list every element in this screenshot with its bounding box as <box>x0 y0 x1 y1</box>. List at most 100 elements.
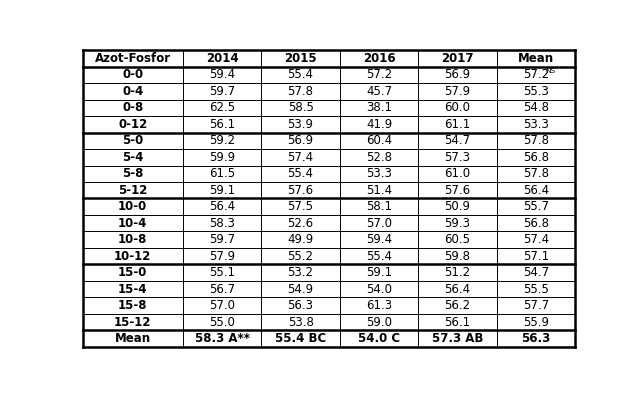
Text: 55.4: 55.4 <box>288 167 313 180</box>
Text: 59.4: 59.4 <box>209 68 235 81</box>
Text: 57.7: 57.7 <box>523 299 549 312</box>
Text: 57.9: 57.9 <box>209 250 235 263</box>
Text: 55.5: 55.5 <box>523 283 549 296</box>
Text: 61.0: 61.0 <box>444 167 471 180</box>
Text: 5-4: 5-4 <box>122 151 144 164</box>
Text: 59.3: 59.3 <box>444 217 471 230</box>
Text: 59.7: 59.7 <box>209 233 235 246</box>
Text: 55.1: 55.1 <box>209 266 235 279</box>
Text: 56.8: 56.8 <box>523 151 549 164</box>
Text: 53.2: 53.2 <box>288 266 313 279</box>
Text: 53.3: 53.3 <box>523 118 549 131</box>
Text: 54.7: 54.7 <box>444 134 471 147</box>
Text: 58.1: 58.1 <box>366 200 392 213</box>
Text: 2015: 2015 <box>284 52 317 65</box>
Text: 62.5: 62.5 <box>209 101 235 114</box>
Text: 0-4: 0-4 <box>122 85 143 98</box>
Text: 15-12: 15-12 <box>114 316 152 329</box>
Text: 41.9: 41.9 <box>366 118 392 131</box>
Text: 56.4: 56.4 <box>209 200 235 213</box>
Text: 54.0: 54.0 <box>366 283 392 296</box>
Text: 54.9: 54.9 <box>288 283 314 296</box>
Text: 57.2: 57.2 <box>523 68 549 81</box>
Text: 56.8: 56.8 <box>523 217 549 230</box>
Text: 57.4: 57.4 <box>523 233 549 246</box>
Text: Azot-Fosfor: Azot-Fosfor <box>95 52 171 65</box>
Text: 10-12: 10-12 <box>114 250 152 263</box>
Text: 58.5: 58.5 <box>288 101 313 114</box>
Text: 61.3: 61.3 <box>366 299 392 312</box>
Text: 57.6: 57.6 <box>288 184 314 197</box>
Text: 57.9: 57.9 <box>444 85 471 98</box>
Text: 58.3: 58.3 <box>209 217 235 230</box>
Text: 53.3: 53.3 <box>366 167 392 180</box>
Text: 2017: 2017 <box>441 52 474 65</box>
Text: 57.2: 57.2 <box>366 68 392 81</box>
Text: 57.3 AB: 57.3 AB <box>432 332 483 345</box>
Text: 56.4: 56.4 <box>523 184 549 197</box>
Text: 56.1: 56.1 <box>444 316 471 329</box>
Text: 55.3: 55.3 <box>523 85 549 98</box>
Text: 53.9: 53.9 <box>288 118 313 131</box>
Text: NS: NS <box>545 68 555 74</box>
Text: 0-0: 0-0 <box>122 68 143 81</box>
Text: 5-8: 5-8 <box>122 167 144 180</box>
Text: 55.2: 55.2 <box>288 250 313 263</box>
Text: 54.7: 54.7 <box>523 266 549 279</box>
Text: 56.4: 56.4 <box>444 283 471 296</box>
Text: 50.9: 50.9 <box>444 200 471 213</box>
Text: 51.2: 51.2 <box>444 266 471 279</box>
Text: 5-12: 5-12 <box>118 184 148 197</box>
Text: 55.0: 55.0 <box>209 316 235 329</box>
Text: 56.9: 56.9 <box>444 68 471 81</box>
Text: 59.7: 59.7 <box>209 85 235 98</box>
Text: Mean: Mean <box>115 332 151 345</box>
Text: 57.8: 57.8 <box>523 167 549 180</box>
Text: 49.9: 49.9 <box>288 233 314 246</box>
Text: 0-8: 0-8 <box>122 101 143 114</box>
Text: 5-0: 5-0 <box>122 134 143 147</box>
Text: 60.4: 60.4 <box>366 134 392 147</box>
Text: 57.0: 57.0 <box>209 299 235 312</box>
Text: 59.1: 59.1 <box>209 184 235 197</box>
Text: 0-12: 0-12 <box>118 118 148 131</box>
Text: 55.4: 55.4 <box>366 250 392 263</box>
Text: 15-0: 15-0 <box>118 266 148 279</box>
Text: 57.3: 57.3 <box>444 151 471 164</box>
Text: 54.8: 54.8 <box>523 101 549 114</box>
Text: 55.4: 55.4 <box>288 68 313 81</box>
Text: 45.7: 45.7 <box>366 85 392 98</box>
Text: 59.4: 59.4 <box>366 233 392 246</box>
Text: 59.1: 59.1 <box>366 266 392 279</box>
Text: 59.9: 59.9 <box>209 151 235 164</box>
Text: 60.5: 60.5 <box>444 233 471 246</box>
Text: 2016: 2016 <box>363 52 395 65</box>
Text: 15-8: 15-8 <box>118 299 148 312</box>
Text: 59.2: 59.2 <box>209 134 235 147</box>
Text: 57.4: 57.4 <box>288 151 314 164</box>
Text: 38.1: 38.1 <box>366 101 392 114</box>
Text: 52.8: 52.8 <box>366 151 392 164</box>
Text: 53.8: 53.8 <box>288 316 313 329</box>
Text: 15-4: 15-4 <box>118 283 148 296</box>
Text: 61.1: 61.1 <box>444 118 471 131</box>
Text: 55.4 BC: 55.4 BC <box>275 332 326 345</box>
Text: 54.0 C: 54.0 C <box>358 332 400 345</box>
Text: 61.5: 61.5 <box>209 167 235 180</box>
Text: 56.1: 56.1 <box>209 118 235 131</box>
Text: 57.8: 57.8 <box>288 85 313 98</box>
Text: 57.5: 57.5 <box>288 200 313 213</box>
Text: 57.6: 57.6 <box>444 184 471 197</box>
Text: 59.0: 59.0 <box>366 316 392 329</box>
Text: 10-0: 10-0 <box>118 200 148 213</box>
Text: 60.0: 60.0 <box>444 101 471 114</box>
Text: 57.8: 57.8 <box>523 134 549 147</box>
Text: 55.7: 55.7 <box>523 200 549 213</box>
Text: 57.0: 57.0 <box>366 217 392 230</box>
Text: 58.3 A**: 58.3 A** <box>195 332 250 345</box>
Text: Mean: Mean <box>518 52 554 65</box>
Text: 56.3: 56.3 <box>521 332 551 345</box>
Text: 10-8: 10-8 <box>118 233 148 246</box>
Text: 52.6: 52.6 <box>288 217 314 230</box>
Text: 57.1: 57.1 <box>523 250 549 263</box>
